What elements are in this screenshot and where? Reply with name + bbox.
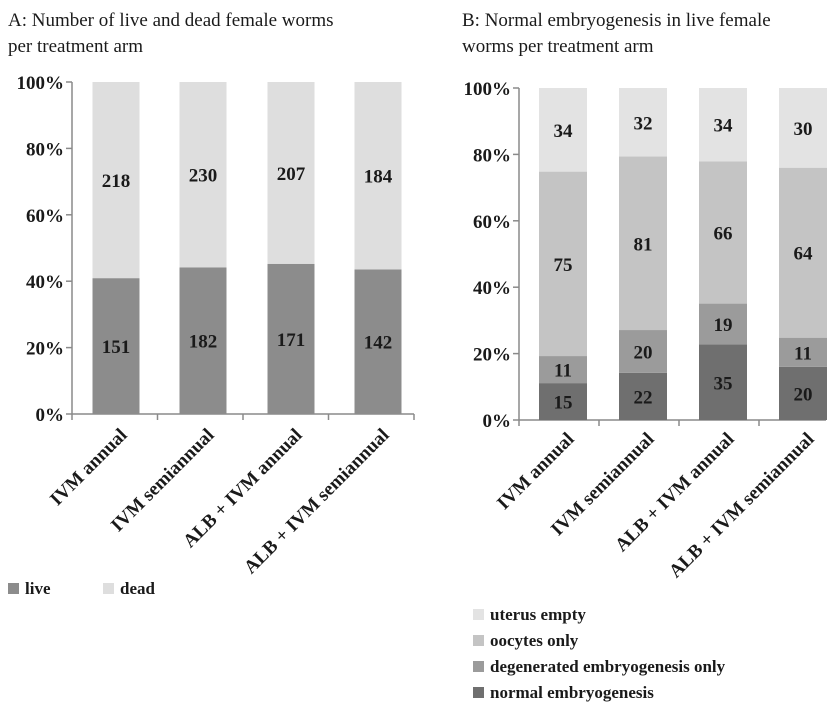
bar-segment-normal-embryogenesis: [539, 383, 587, 420]
bar-segment-live: [92, 278, 140, 414]
bar-segment-uterus-empty: [699, 88, 747, 162]
x-category-label: ALB + IVM semiannual: [240, 425, 394, 579]
data-label: 142: [364, 333, 393, 354]
y-tick-label: 40%: [26, 272, 64, 293]
data-label: 182: [189, 332, 218, 353]
legend-label: oocytes only: [490, 631, 579, 650]
legend-swatch: [473, 609, 484, 620]
bar-segment-normal-embryogenesis: [619, 372, 667, 420]
chart-title-line: per treatment arm: [8, 36, 143, 57]
bar-segment-oocytes-only: [779, 167, 827, 338]
legend-swatch: [103, 583, 114, 594]
y-tick-label: 100%: [17, 73, 65, 94]
data-label: 30: [794, 119, 813, 140]
data-label: 64: [794, 244, 814, 265]
bar-segment-degenerated-embryogenesis-only: [619, 330, 667, 373]
legend-label: uterus empty: [490, 605, 586, 624]
legend-swatch: [473, 635, 484, 646]
legend: live dead: [8, 579, 156, 598]
data-label: 184: [364, 167, 393, 188]
x-category-label: IVM annual: [46, 425, 131, 510]
y-tick-label: 100%: [464, 79, 512, 100]
y-tick-label: 20%: [473, 345, 511, 366]
data-label: 66: [714, 223, 733, 244]
legend-swatch: [8, 583, 19, 594]
x-category-label: IVM annual: [493, 429, 578, 514]
data-label: 35: [714, 373, 733, 394]
bar-segment-normal-embryogenesis: [779, 366, 827, 420]
y-tick-label: 80%: [26, 139, 64, 160]
y-tick-label: 0%: [36, 405, 65, 426]
legend-swatch: [473, 687, 484, 698]
data-label: 230: [189, 166, 218, 187]
data-label: 32: [634, 113, 653, 134]
bar-segment-oocytes-only: [619, 156, 667, 331]
bar-segment-oocytes-only: [539, 171, 587, 357]
data-label: 34: [554, 121, 574, 142]
data-label: 19: [714, 315, 733, 336]
legend-label: normal embryogenesis: [490, 683, 654, 702]
data-label: 15: [554, 393, 573, 414]
y-tick-label: 20%: [26, 339, 64, 360]
data-label: 171: [277, 330, 306, 351]
data-label: 22: [634, 387, 653, 408]
y-tick-label: 60%: [473, 212, 511, 233]
y-tick-label: 60%: [26, 206, 64, 227]
data-label: 20: [634, 342, 653, 363]
bar-segment-degenerated-embryogenesis-only: [539, 356, 587, 384]
legend-label: degenerated embryogenesis only: [490, 657, 726, 676]
bar-segment-dead: [179, 82, 227, 268]
y-tick-label: 40%: [473, 278, 511, 299]
bar-segment-dead: [267, 82, 315, 264]
chart-title-line: worms per treatment arm: [462, 36, 654, 57]
bar-segment-oocytes-only: [699, 161, 747, 304]
chart-a: A: Number of live and dead female worms p…: [8, 10, 415, 598]
chart-title-line: B: Normal embryogenesis in live female: [462, 10, 771, 31]
bar-segment-live: [267, 263, 315, 414]
bar-segment-live: [179, 267, 227, 414]
legend-label: live: [25, 579, 51, 598]
y-tick-label: 0%: [483, 411, 512, 432]
data-label: 218: [102, 171, 131, 192]
chart-b: B: Normal embryogenesis in live female wo…: [462, 10, 827, 702]
legend-label: dead: [120, 579, 156, 598]
legend: uterus empty oocytes only degenerated embr…: [473, 605, 726, 702]
data-label: 11: [554, 361, 572, 382]
bar-segment-dead: [92, 82, 140, 279]
bar-segment-normal-embryogenesis: [699, 344, 747, 420]
bar-segment-uterus-empty: [539, 88, 587, 172]
data-label: 20: [794, 384, 813, 405]
data-label: 34: [714, 116, 734, 137]
data-label: 11: [794, 343, 812, 364]
bar-segment-degenerated-embryogenesis-only: [699, 303, 747, 345]
legend-swatch: [473, 661, 484, 672]
bar-segment-uterus-empty: [779, 88, 827, 168]
data-label: 207: [277, 164, 306, 185]
y-tick-label: 80%: [473, 145, 511, 166]
bar-segment-degenerated-embryogenesis-only: [779, 337, 827, 367]
x-category-label: ALB + IVM semiannual: [665, 429, 819, 583]
data-label: 151: [102, 337, 131, 358]
chart-title-line: A: Number of live and dead female worms: [8, 10, 334, 31]
bar-segment-uterus-empty: [619, 88, 667, 157]
data-label: 75: [554, 255, 573, 276]
bar-segment-live: [354, 269, 402, 414]
data-label: 81: [634, 234, 653, 255]
bar-segment-dead: [354, 82, 402, 270]
